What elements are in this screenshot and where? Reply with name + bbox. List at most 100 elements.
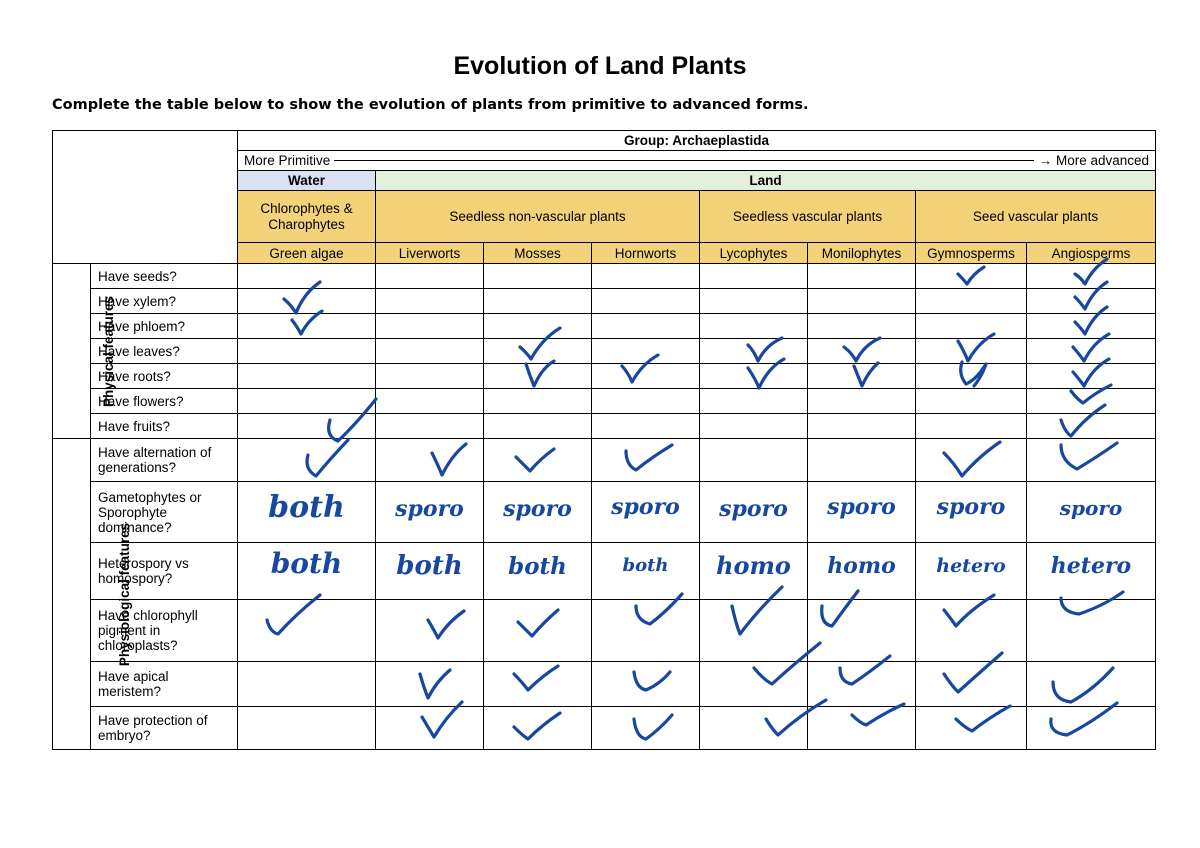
answer-cell[interactable] (807, 413, 916, 439)
check-mark-icon (1071, 332, 1111, 363)
answer-cell[interactable] (1025, 701, 1157, 750)
answer-cell[interactable] (807, 388, 916, 414)
answer-cell[interactable] (483, 413, 592, 439)
answer-cell[interactable] (237, 263, 376, 289)
answer-cell[interactable] (807, 263, 916, 289)
answer-cell[interactable] (915, 593, 1027, 662)
answer-cell[interactable] (237, 661, 376, 707)
answer-cell[interactable] (1025, 383, 1157, 414)
answer-cell[interactable] (237, 338, 376, 364)
answer-cell[interactable] (237, 397, 378, 443)
answer-cell[interactable] (591, 592, 700, 662)
answer-cell[interactable] (699, 263, 808, 289)
answer-cell[interactable] (699, 438, 808, 482)
answer-cell[interactable] (807, 438, 916, 482)
answer-cell[interactable] (591, 388, 700, 414)
answer-cell[interactable] (699, 388, 808, 414)
answer-cell[interactable] (375, 313, 484, 339)
answer-cell[interactable] (807, 361, 916, 389)
answer-cell[interactable] (591, 288, 700, 314)
answer-cell[interactable]: sporo (375, 481, 484, 543)
check-mark-icon (838, 654, 892, 686)
answer-cell[interactable] (699, 313, 808, 339)
answer-cell[interactable] (375, 363, 484, 389)
answer-cell[interactable] (591, 313, 700, 339)
answer-cell[interactable] (237, 309, 376, 339)
answer-cell[interactable] (1025, 403, 1157, 439)
answer-cell[interactable] (915, 438, 1027, 482)
answer-cell[interactable] (237, 363, 376, 389)
question-label: Have flowers? (90, 388, 238, 414)
answer-cell[interactable] (915, 263, 1027, 289)
answer-cell[interactable] (375, 338, 484, 364)
answer-cell[interactable] (915, 360, 1027, 389)
answer-cell[interactable] (699, 288, 808, 314)
answer-cell[interactable] (807, 288, 916, 314)
answer-cell[interactable] (237, 593, 376, 662)
answer-cell[interactable] (1025, 332, 1157, 364)
answer-cell[interactable]: sporo (699, 481, 808, 543)
answer-cell[interactable] (699, 585, 808, 662)
answer-cell[interactable] (807, 313, 916, 339)
answer-cell[interactable] (591, 353, 700, 389)
answer-cell[interactable] (591, 438, 700, 482)
answer-cell[interactable] (483, 263, 592, 289)
answer-cell[interactable] (375, 661, 484, 707)
answer-cell[interactable]: sporo (591, 481, 700, 543)
answer-cell[interactable]: sporo (807, 481, 916, 543)
answer-cell[interactable] (915, 651, 1027, 707)
answer-cell[interactable] (1025, 438, 1157, 482)
answer-cell[interactable] (807, 702, 916, 750)
answer-cell[interactable]: both (483, 542, 592, 600)
answer-cell[interactable] (591, 263, 700, 289)
answer-cell[interactable]: both (237, 542, 376, 600)
answer-cell[interactable] (1025, 590, 1157, 662)
handwritten-answer: homo (827, 553, 896, 579)
answer-cell[interactable] (591, 338, 700, 364)
answer-cell[interactable] (375, 438, 484, 482)
answer-cell[interactable]: both (375, 542, 484, 600)
answer-cell[interactable] (1025, 661, 1157, 707)
answer-cell[interactable] (375, 700, 484, 750)
answer-cell[interactable] (699, 357, 808, 390)
answer-cell[interactable] (591, 413, 700, 439)
answer-cell[interactable] (483, 661, 592, 707)
answer-cell[interactable] (483, 706, 592, 750)
answer-cell[interactable]: hetero (1025, 542, 1157, 600)
answer-cell[interactable] (483, 288, 592, 314)
answer-cell[interactable] (915, 413, 1027, 439)
answer-cell[interactable] (483, 359, 592, 389)
answer-cell[interactable]: both (591, 542, 700, 600)
answer-cell[interactable] (483, 599, 592, 662)
answer-cell[interactable] (375, 388, 484, 414)
answer-cell[interactable] (807, 654, 916, 707)
answer-cell[interactable]: hetero (915, 542, 1027, 600)
answer-cell[interactable] (237, 438, 376, 482)
answer-cell[interactable]: both (237, 481, 376, 543)
answer-cell[interactable] (237, 706, 376, 750)
answer-cell[interactable] (699, 698, 828, 750)
answer-cell[interactable] (591, 661, 700, 707)
answer-cell[interactable] (375, 413, 484, 439)
answer-cell[interactable]: homo (699, 542, 808, 600)
answer-cell[interactable] (915, 704, 1027, 750)
answer-cell[interactable] (375, 288, 484, 314)
answer-cell[interactable] (807, 589, 916, 662)
answer-cell[interactable] (591, 706, 700, 750)
answer-cell[interactable] (1025, 280, 1157, 314)
answer-cell[interactable]: sporo (1025, 481, 1157, 543)
answer-cell[interactable] (699, 413, 808, 439)
answer-cell[interactable]: sporo (483, 481, 592, 543)
answer-cell[interactable] (375, 263, 484, 289)
answer-cell[interactable] (699, 336, 808, 364)
answer-cell[interactable] (483, 438, 592, 482)
answer-cell[interactable] (915, 332, 1027, 364)
answer-cell[interactable] (375, 599, 484, 662)
answer-cell[interactable] (915, 388, 1027, 414)
answer-cell[interactable]: sporo (915, 481, 1027, 543)
answer-cell[interactable] (807, 336, 916, 364)
answer-cell[interactable] (915, 288, 1027, 314)
answer-cell[interactable] (483, 326, 592, 364)
answer-cell[interactable] (1025, 257, 1157, 289)
answer-cell[interactable] (483, 388, 592, 414)
